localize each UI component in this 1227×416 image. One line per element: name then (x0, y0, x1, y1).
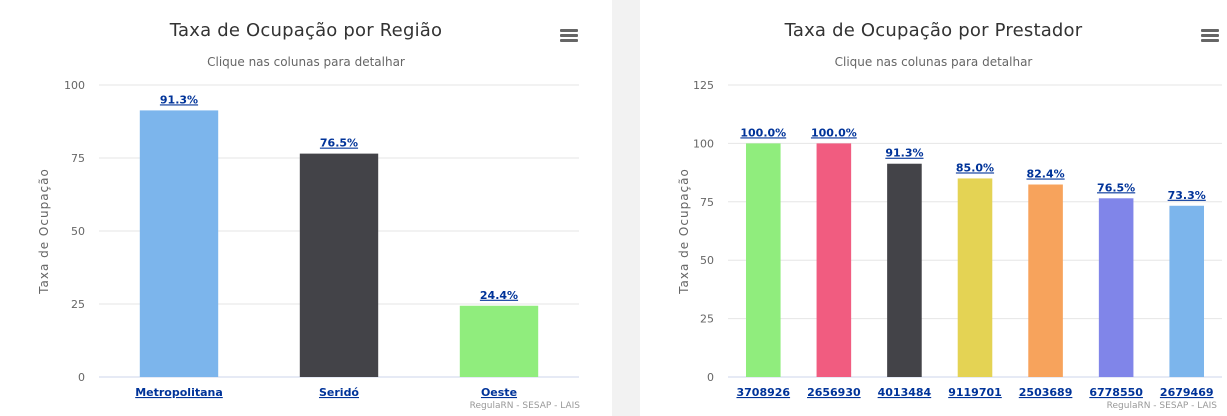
region-chart-subtitle: Clique nas colunas para detalhar (207, 55, 405, 69)
region-data-label[interactable]: 91.3% (160, 93, 198, 106)
provider-y-tick-label: 75 (700, 196, 714, 209)
provider-chart-panel: Taxa de Ocupação por Prestador Clique na… (640, 0, 1227, 416)
region-y-tick-label: 75 (71, 152, 85, 165)
provider-bar-6778550[interactable] (1098, 198, 1134, 377)
provider-data-label[interactable]: 91.3% (885, 147, 923, 160)
provider-data-label[interactable]: 76.5% (1097, 181, 1135, 194)
provider-x-tick-label[interactable]: 6778550 (1089, 386, 1143, 399)
region-y-tick-label: 0 (78, 371, 85, 384)
provider-y-tick-label: 100 (693, 137, 714, 150)
provider-bar-2656930[interactable] (816, 143, 852, 377)
provider-y-tick-label: 50 (700, 254, 714, 267)
region-data-label[interactable]: 76.5% (320, 137, 358, 150)
region-chart-title: Taxa de Ocupação por Região (169, 20, 443, 41)
region-x-tick-label[interactable]: Oeste (481, 386, 517, 399)
provider-data-label[interactable]: 73.3% (1168, 189, 1206, 202)
provider-chart-menu-icon[interactable] (1201, 29, 1219, 43)
region-y-axis-title: Taxa de Ocupação (37, 168, 51, 295)
region-y-tick-label: 25 (71, 298, 85, 311)
provider-bar-3708926[interactable] (745, 143, 781, 377)
provider-bar-2503689[interactable] (1028, 184, 1063, 377)
region-y-tick-label: 100 (64, 79, 85, 92)
provider-chart-title: Taxa de Ocupação por Prestador (784, 20, 1083, 41)
provider-x-tick-label[interactable]: 4013484 (878, 386, 932, 399)
provider-y-tick-label: 0 (707, 371, 714, 384)
provider-data-label[interactable]: 100.0% (811, 126, 857, 139)
region-y-tick-label: 50 (71, 225, 85, 238)
region-chart-panel: Taxa de Ocupação por Região Clique nas c… (0, 0, 612, 416)
provider-bar-2679469[interactable] (1169, 205, 1205, 377)
provider-x-tick-label[interactable]: 2656930 (807, 386, 861, 399)
provider-chart-credits[interactable]: RegulaRN - SESAP - LAIS (1106, 401, 1217, 411)
provider-bar-4013484[interactable] (887, 163, 922, 377)
region-chart-menu-icon[interactable] (560, 29, 578, 43)
region-data-label[interactable]: 24.4% (480, 289, 518, 302)
provider-x-tick-label[interactable]: 2679469 (1160, 386, 1214, 399)
provider-bar-9119701[interactable] (957, 178, 993, 377)
region-chart-plot: 0 25 50 75 100 Taxa de Ocupação 91.3% Metropoli… (37, 79, 579, 399)
provider-data-label[interactable]: 85.0% (956, 161, 994, 174)
provider-y-axis-title: Taxa de Ocupação (677, 168, 691, 295)
region-bar-serid-[interactable] (299, 153, 379, 377)
provider-x-tick-label[interactable]: 3708926 (736, 386, 790, 399)
provider-chart-subtitle: Clique nas colunas para detalhar (834, 55, 1033, 69)
provider-x-tick-label[interactable]: 2503689 (1019, 386, 1073, 399)
provider-data-label[interactable]: 100.0% (740, 126, 786, 139)
region-bar-oeste[interactable] (459, 305, 539, 377)
region-bar-metropolitana[interactable] (139, 110, 219, 378)
region-chart-credits[interactable]: RegulaRN - SESAP - LAIS (469, 401, 580, 411)
region-x-tick-label[interactable]: Metropolitana (135, 386, 223, 399)
provider-y-tick-label: 25 (700, 313, 714, 326)
provider-chart-plot: 0 25 50 75 100 125 Taxa de Ocupação 100.0% 37089… (677, 79, 1222, 399)
provider-y-tick-label: 125 (693, 79, 714, 92)
provider-data-label[interactable]: 82.4% (1026, 168, 1064, 181)
provider-x-tick-label[interactable]: 9119701 (948, 386, 1002, 399)
region-x-tick-label[interactable]: Seridó (319, 386, 359, 399)
